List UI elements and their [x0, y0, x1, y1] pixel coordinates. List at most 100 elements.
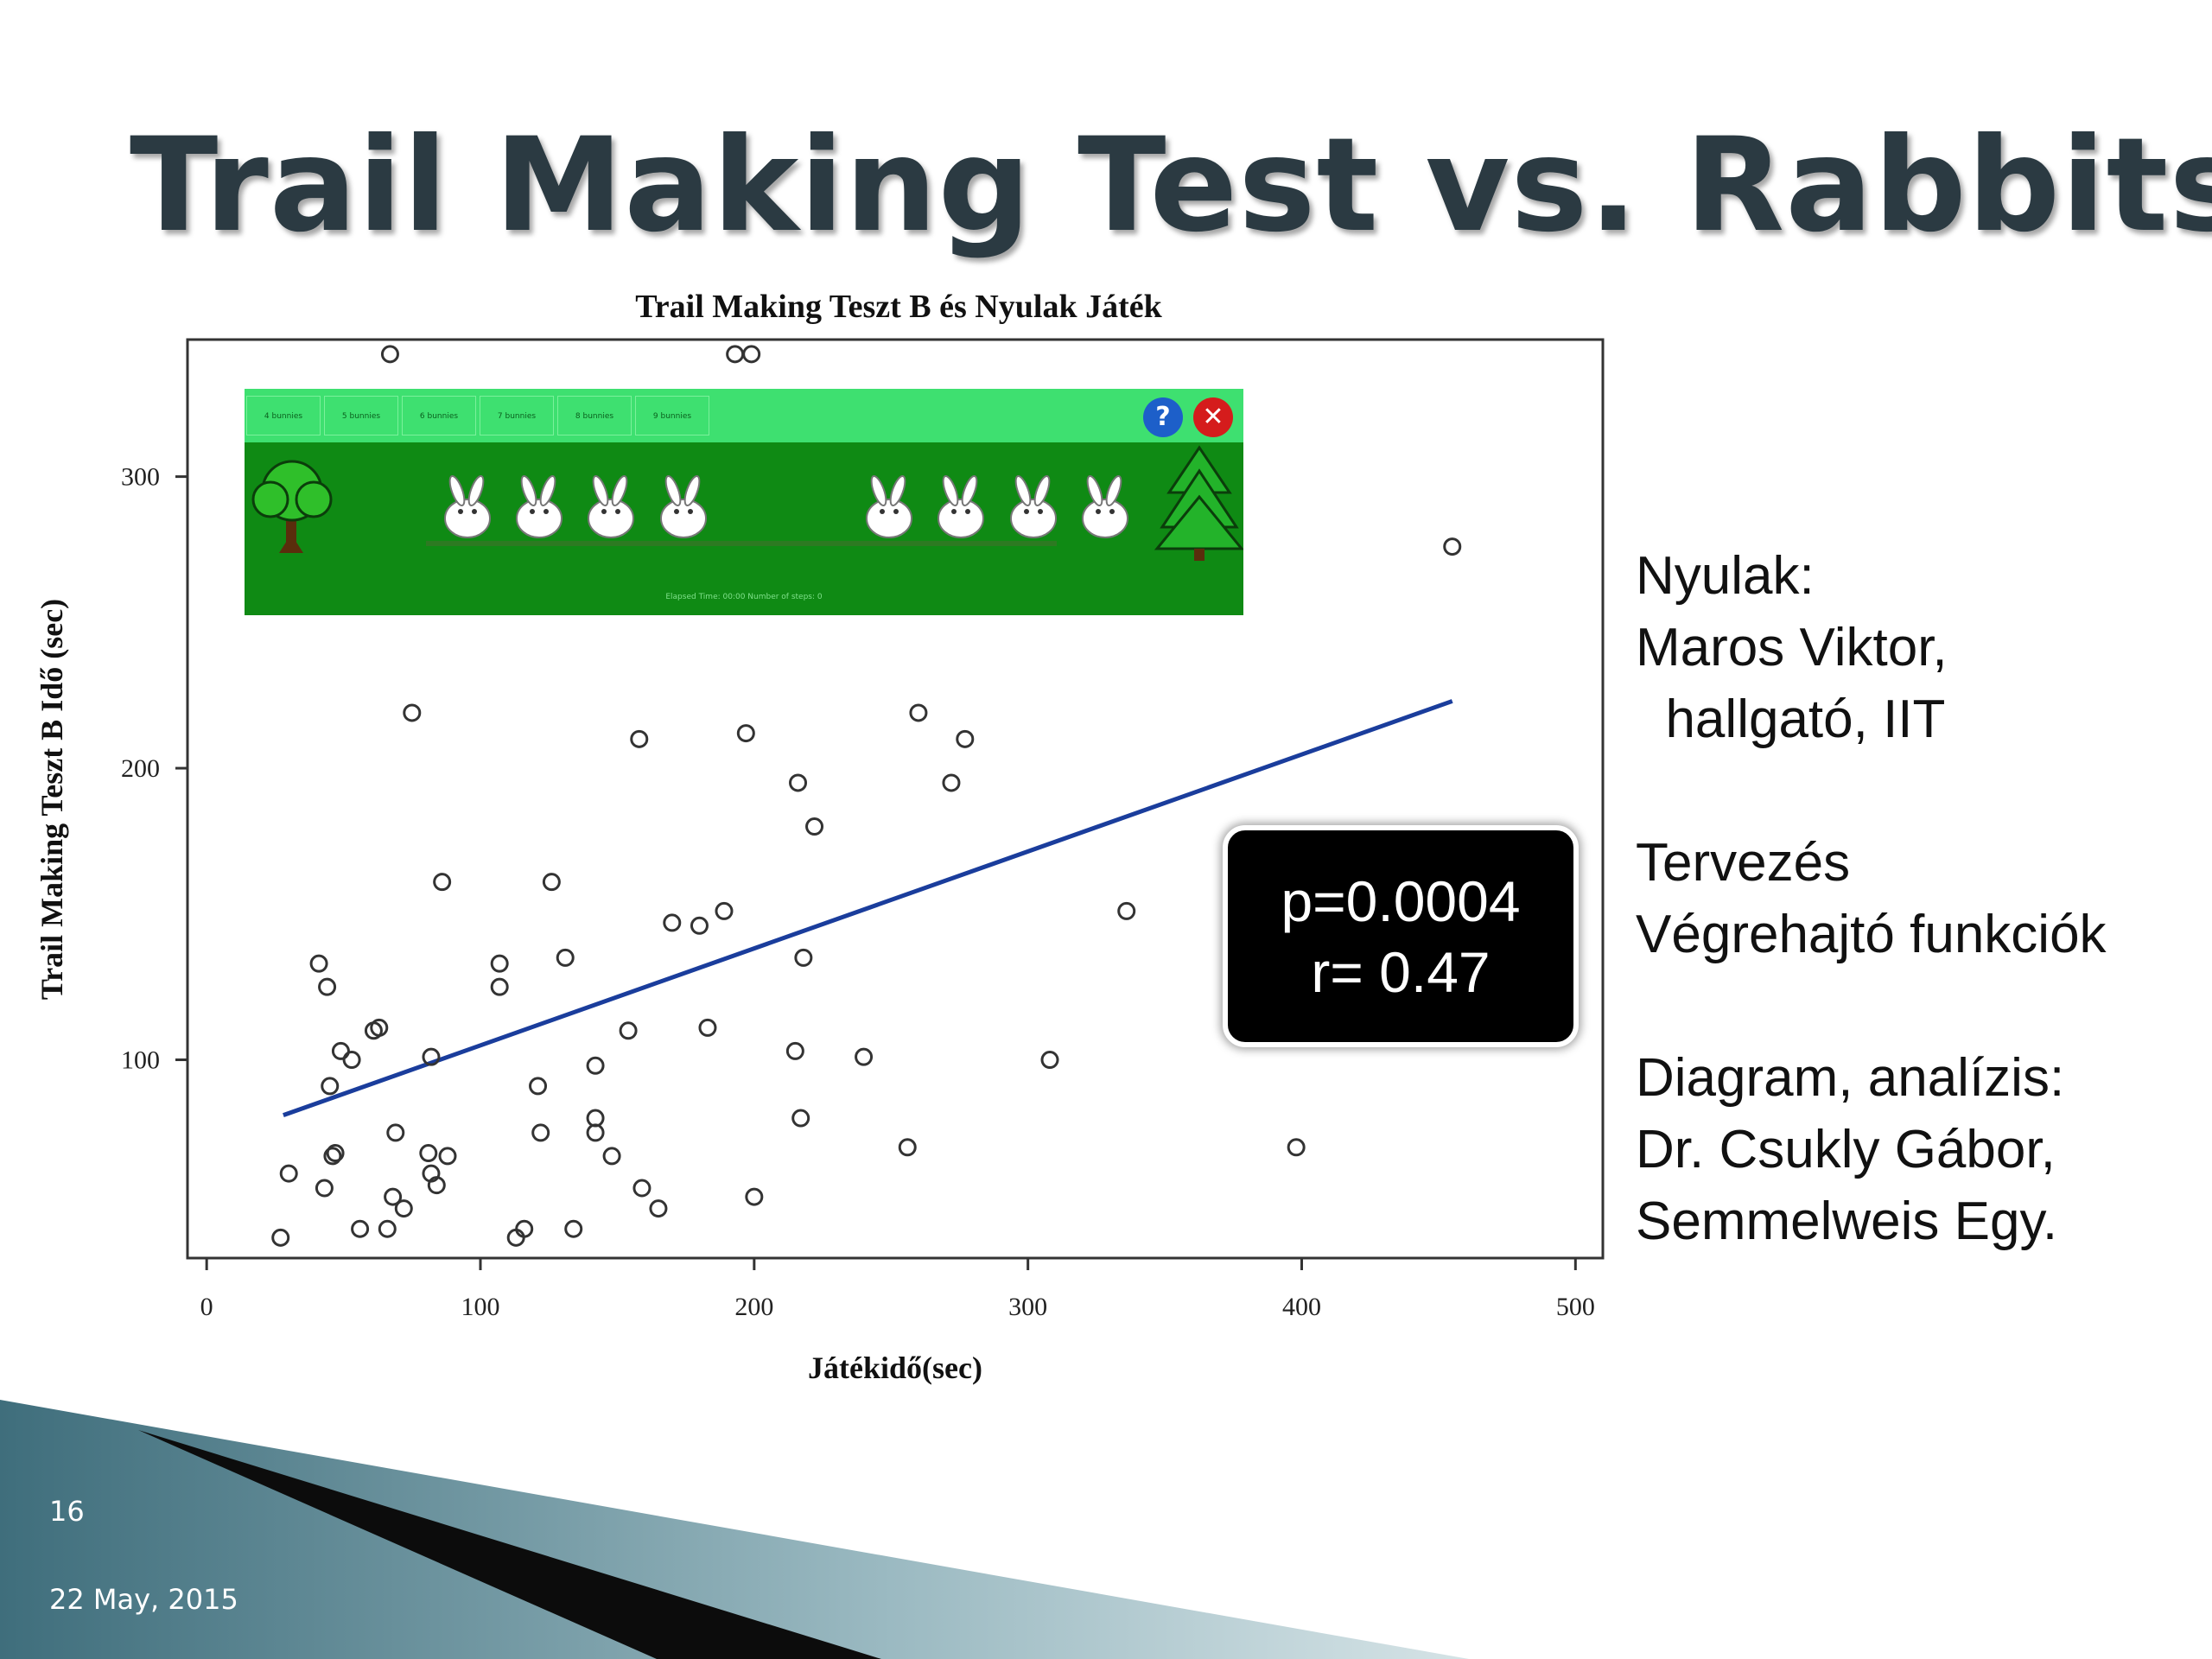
question-icon: ?: [1143, 397, 1183, 437]
bunny-icon: [866, 474, 912, 538]
x-tick-label: 300: [1008, 1293, 1047, 1321]
data-point: [384, 1187, 403, 1206]
x-tick-label: 400: [1282, 1293, 1321, 1321]
data-point: [898, 1138, 917, 1157]
data-point: [315, 1179, 334, 1198]
data-point: [394, 1199, 413, 1218]
data-point: [380, 345, 399, 364]
slide-date: 22 May, 2015: [49, 1583, 238, 1616]
data-point: [419, 1144, 438, 1163]
level-button-8: 8 bunnies: [557, 396, 632, 435]
credits-line: [1636, 970, 2107, 1042]
y-axis-title: Trail Making Teszt B Idő (sec): [35, 599, 69, 1000]
data-point: [956, 729, 975, 748]
y-tick-label: 200: [121, 754, 160, 783]
bunny-icon: [1010, 474, 1057, 538]
pine-tree-icon: [1154, 445, 1243, 561]
x-tick-label: 500: [1556, 1293, 1595, 1321]
credits-line: Nyulak:: [1636, 546, 1815, 606]
data-point: [745, 1187, 764, 1206]
x-axis-title: Játékidő(sec): [808, 1351, 982, 1385]
data-point: [791, 1109, 810, 1128]
bunny-icon: [588, 474, 634, 538]
level-button-5: 5 bunnies: [324, 396, 398, 435]
data-point: [742, 345, 761, 364]
data-point: [1040, 1051, 1059, 1070]
data-point: [736, 724, 755, 743]
data-point: [279, 1164, 298, 1183]
level-button-6: 6 bunnies: [402, 396, 476, 435]
data-point: [726, 345, 745, 364]
bunny-icon: [1082, 474, 1128, 538]
data-point: [794, 948, 813, 967]
data-point: [586, 1123, 605, 1142]
bunny-row: [444, 474, 1128, 538]
data-point: [690, 916, 709, 935]
trend-line: [283, 699, 1453, 1118]
data-point: [542, 873, 561, 892]
credits-line: hallgató, IIT: [1636, 690, 1946, 749]
data-point: [427, 1176, 446, 1195]
p-value: p=0.0004: [1281, 868, 1521, 933]
points-layer: [271, 345, 1462, 1247]
x-tick-label: 200: [734, 1293, 773, 1321]
data-point: [564, 1219, 583, 1238]
credits-line: Diagram, analízis:: [1636, 1048, 2065, 1108]
data-point: [855, 1047, 874, 1066]
data-point: [271, 1228, 290, 1247]
y-tick-label: 300: [121, 463, 160, 492]
data-point: [370, 1018, 389, 1037]
level-button-7: 7 bunnies: [480, 396, 554, 435]
data-point: [506, 1228, 525, 1247]
data-point: [309, 954, 328, 973]
bunny-icon: [938, 474, 984, 538]
credits-line: Semmelweis Egy.: [1636, 1192, 2058, 1251]
data-point: [318, 977, 337, 996]
credits-line: [1636, 755, 2107, 827]
data-point: [663, 913, 682, 932]
slide-title: Trail Making Test vs. Rabbits: [130, 111, 2212, 261]
r-value: r= 0.47: [1311, 939, 1491, 1004]
chart-title: Trail Making Teszt B és Nyulak Játék: [635, 289, 1162, 325]
game-screenshot-inset: 4 bunnies 5 bunnies 6 bunnies 7 bunnies …: [245, 389, 1243, 615]
data-point: [789, 773, 808, 792]
data-point: [1443, 537, 1462, 556]
data-point: [1287, 1138, 1306, 1157]
data-point: [619, 1021, 638, 1040]
data-point: [342, 1051, 361, 1070]
plot-frame: [186, 338, 1605, 1260]
corner-decor-dark: [138, 1430, 881, 1659]
data-point: [323, 1147, 342, 1166]
data-point: [529, 1077, 548, 1096]
trend-layer: [283, 699, 1453, 1118]
bunny-icon: [444, 474, 491, 538]
data-point: [649, 1199, 668, 1218]
credits-line: Dr. Csukly Gábor,: [1636, 1120, 2056, 1179]
level-button-9: 9 bunnies: [635, 396, 709, 435]
x-tick-label: 100: [461, 1293, 500, 1321]
data-point: [805, 817, 824, 836]
credits-line: Tervezés: [1636, 833, 1851, 893]
data-point: [715, 901, 734, 920]
slide-number: 16: [49, 1495, 85, 1528]
data-point: [1117, 901, 1136, 920]
x-tick-label: 0: [200, 1293, 213, 1321]
data-point: [942, 773, 961, 792]
credits-line: Maros Viktor,: [1636, 618, 1948, 677]
game-scene: [251, 445, 1243, 561]
data-point: [602, 1147, 621, 1166]
y-tick-label: 100: [121, 1046, 160, 1075]
credits-text: Nyulak: Maros Viktor, hallgató, IIT Terv…: [1636, 540, 2107, 1257]
close-icon: ✕: [1193, 397, 1233, 437]
level-button-4: 4 bunnies: [246, 396, 321, 435]
data-point: [586, 1109, 605, 1128]
bunny-icon: [516, 474, 563, 538]
data-point: [331, 1041, 350, 1060]
data-point: [490, 954, 509, 973]
data-point: [326, 1144, 345, 1163]
axis-layer: 0 100 200 300 400 500 100 200 300: [121, 463, 1595, 1321]
bunny-icon: [660, 474, 707, 538]
data-point: [632, 1179, 652, 1198]
data-point: [586, 1056, 605, 1075]
data-point: [403, 703, 422, 722]
